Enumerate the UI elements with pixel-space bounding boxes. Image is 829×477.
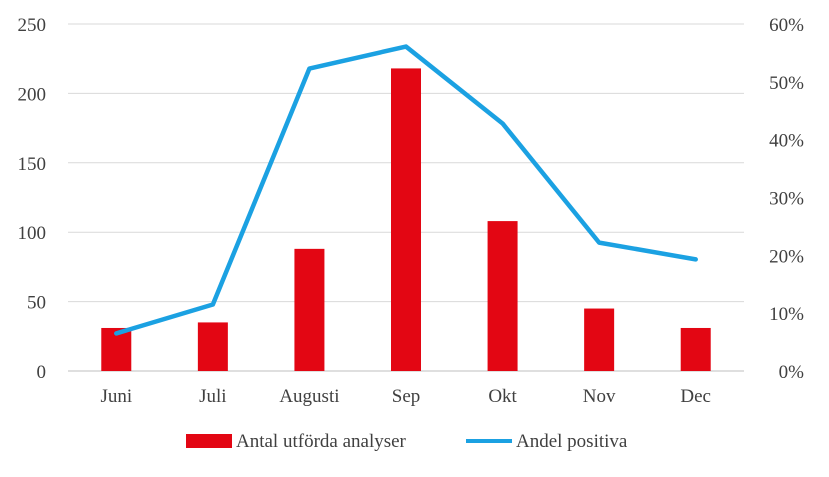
bar	[487, 221, 518, 371]
left-axis-tick-label: 200	[18, 84, 47, 105]
x-axis-tick-label: Juli	[199, 386, 226, 407]
legend: Antal utförda analyser Andel positiva	[186, 431, 628, 452]
left-axis-tick-label: 150	[18, 154, 47, 175]
right-axis-tick-label: 10%	[769, 304, 804, 325]
left-axis-tick-label: 0	[37, 362, 47, 383]
x-axis-tick-label: Sep	[392, 386, 421, 407]
left-axis: 0 50 100 150 200 250	[18, 15, 47, 383]
x-axis: Juni Juli Augusti Sep Okt Nov Dec	[100, 386, 711, 407]
right-axis-tick-label: 0%	[779, 362, 805, 383]
left-axis-tick-label: 250	[18, 15, 47, 36]
x-axis-tick-label: Juni	[100, 386, 132, 407]
bar	[391, 68, 421, 371]
bar-series	[101, 68, 711, 371]
legend-swatch-bars	[186, 434, 232, 448]
bar	[680, 327, 711, 371]
right-axis-tick-label: 30%	[769, 189, 804, 210]
x-axis-tick-label: Augusti	[279, 386, 339, 407]
x-axis-tick-label: Okt	[488, 386, 517, 407]
right-axis-tick-label: 20%	[769, 246, 804, 267]
left-axis-tick-label: 100	[18, 223, 47, 244]
line-series	[114, 44, 698, 336]
series-line	[114, 44, 698, 336]
right-axis: 0% 10% 20% 30% 40% 50% 60%	[769, 15, 804, 383]
bar	[584, 308, 615, 371]
x-axis-tick-label: Nov	[583, 386, 616, 407]
left-axis-tick-label: 50	[27, 293, 46, 314]
right-axis-tick-label: 60%	[769, 15, 804, 36]
bar	[197, 322, 228, 371]
legend-label-line: Andel positiva	[516, 431, 628, 452]
legend-label-bars: Antal utförda analyser	[236, 431, 407, 452]
bar	[294, 248, 325, 371]
x-axis-tick-label: Dec	[680, 386, 711, 407]
right-axis-tick-label: 40%	[769, 131, 804, 152]
right-axis-tick-label: 50%	[769, 73, 804, 94]
